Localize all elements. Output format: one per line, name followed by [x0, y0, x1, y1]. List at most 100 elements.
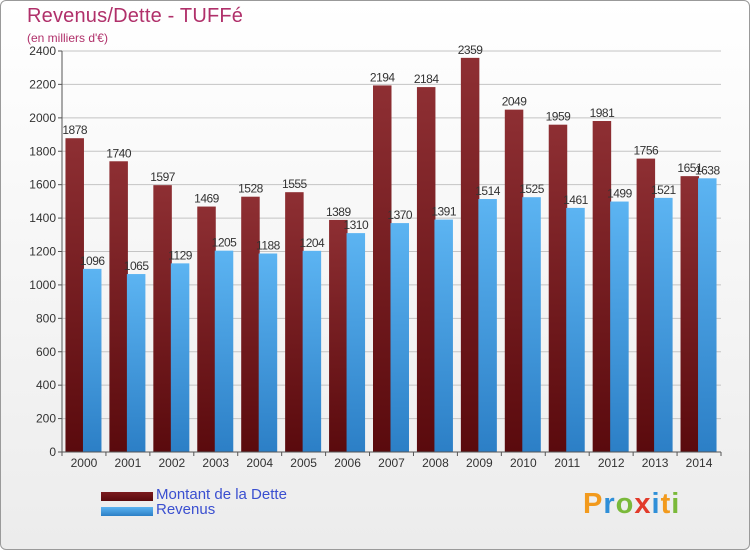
data-label-revenus: 1205	[212, 236, 238, 250]
y-tick-label: 2400	[29, 44, 56, 58]
data-label-debt: 1756	[633, 144, 659, 158]
bar-debt	[416, 87, 436, 452]
bar-revenus	[302, 250, 322, 452]
data-label-debt: 1469	[194, 192, 220, 206]
y-tick-label: 1400	[29, 211, 56, 225]
bar-revenus	[126, 274, 146, 452]
x-tick-label: 2005	[290, 456, 317, 470]
data-label-revenus: 1096	[80, 254, 106, 268]
data-label-debt: 1878	[62, 123, 88, 137]
data-label-debt: 1740	[106, 146, 132, 160]
y-tick-label: 1000	[29, 278, 56, 292]
bar-revenus	[478, 199, 497, 452]
x-tick-label: 2006	[334, 456, 361, 470]
proxiti-logo: Proxiti	[583, 488, 680, 521]
bar-debt	[285, 192, 304, 452]
y-tick-label: 600	[36, 345, 56, 359]
data-label-debt: 2359	[458, 43, 484, 57]
data-label-revenus: 1461	[563, 193, 589, 207]
bar-revenus	[566, 207, 585, 452]
data-label-debt: 2049	[502, 95, 528, 109]
data-label-revenus: 1514	[475, 184, 501, 198]
bar-debt	[592, 121, 612, 452]
x-tick-label: 2001	[115, 456, 142, 470]
y-tick-label: 200	[36, 412, 56, 426]
data-label-debt: 1389	[326, 205, 352, 219]
y-tick-label: 1800	[29, 144, 56, 158]
bar-debt	[153, 185, 172, 453]
data-label-debt: 1555	[282, 177, 308, 191]
y-tick-label: 800	[36, 311, 56, 325]
x-tick-label: 2003	[202, 456, 229, 470]
data-label-revenus: 1310	[343, 218, 369, 232]
y-tick-label: 400	[36, 378, 56, 392]
bar-revenus	[346, 233, 366, 452]
bar-revenus	[258, 253, 278, 452]
x-tick-label: 2014	[686, 456, 713, 470]
bar-revenus	[654, 197, 673, 452]
bar-debt	[504, 109, 524, 453]
chart-title: Revenus/Dette - TUFFé	[27, 5, 244, 27]
data-label-revenus: 1499	[607, 187, 633, 201]
data-label-revenus: 1638	[695, 163, 721, 177]
bar-debt	[680, 176, 700, 452]
logo-letter: x	[634, 488, 652, 520]
x-tick-label: 2009	[466, 456, 493, 470]
bar-debt	[197, 206, 216, 452]
y-tick-label: 2200	[29, 77, 56, 91]
logo-letter: i	[651, 488, 661, 520]
bar-revenus	[610, 201, 629, 452]
x-tick-label: 2002	[158, 456, 185, 470]
bar-debt	[460, 57, 480, 453]
bar-debt	[241, 196, 260, 452]
data-label-revenus: 1065	[124, 259, 150, 273]
data-label-revenus: 1521	[651, 183, 677, 197]
legend-swatch-debt	[101, 492, 153, 501]
bar-debt	[373, 85, 392, 453]
bar-revenus	[434, 219, 453, 452]
data-label-revenus: 1525	[519, 182, 545, 196]
data-label-revenus: 1391	[431, 205, 457, 219]
bar-debt	[548, 124, 568, 452]
y-tick-label: 0	[49, 445, 56, 459]
data-label-revenus: 1204	[300, 236, 326, 250]
x-tick-label: 2013	[642, 456, 669, 470]
bar-debt	[636, 158, 656, 452]
bar-revenus	[82, 268, 102, 452]
x-tick-label: 2007	[378, 456, 405, 470]
bar-debt	[65, 138, 84, 452]
data-label-debt: 1528	[238, 182, 264, 196]
logo-letter: r	[603, 488, 616, 520]
chart-subtitle: (en milliers d'€)	[27, 31, 108, 45]
y-tick-label: 1600	[29, 178, 56, 192]
x-tick-label: 2000	[71, 456, 98, 470]
logo-letter: P	[583, 488, 604, 520]
data-label-debt: 1597	[150, 170, 176, 184]
bar-revenus	[698, 178, 717, 452]
bar-revenus	[522, 197, 541, 452]
data-label-revenus: 1370	[387, 208, 413, 222]
legend-swatch-revenus	[101, 507, 153, 516]
bar-revenus	[214, 250, 234, 452]
data-label-debt: 1981	[590, 106, 616, 120]
x-tick-label: 2010	[510, 456, 537, 470]
bar-revenus	[170, 263, 190, 452]
data-label-debt: 1959	[546, 110, 572, 124]
x-tick-label: 2012	[598, 456, 625, 470]
logo-letter: i	[671, 488, 681, 520]
x-tick-label: 2004	[246, 456, 273, 470]
data-label-revenus: 1129	[168, 248, 193, 262]
data-label-revenus: 1188	[256, 239, 281, 253]
bar-debt	[329, 219, 348, 452]
x-tick-label: 2011	[554, 456, 580, 470]
logo-letter: t	[660, 488, 672, 520]
logo-letter: o	[615, 488, 635, 520]
x-tick-label: 2008	[422, 456, 449, 470]
bar-debt	[109, 161, 128, 452]
y-tick-label: 2000	[29, 111, 56, 125]
data-label-debt: 1651	[677, 161, 703, 175]
bar-revenus	[390, 223, 409, 452]
y-tick-label: 1200	[29, 245, 56, 259]
